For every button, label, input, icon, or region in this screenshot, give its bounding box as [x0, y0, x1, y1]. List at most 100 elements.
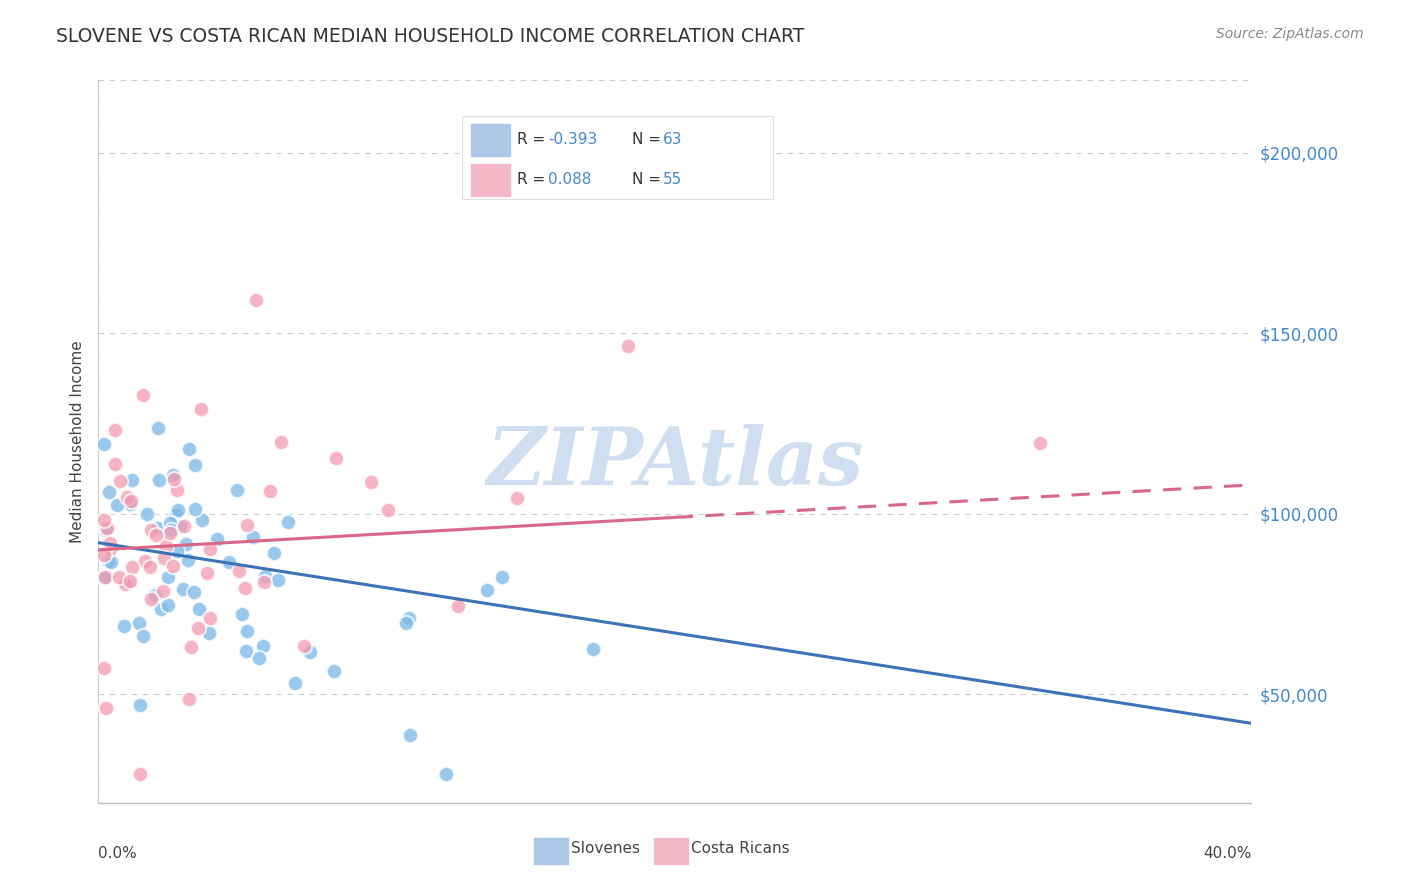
Point — [252, 639, 274, 653]
Point — [155, 539, 177, 553]
Point — [395, 615, 418, 630]
Point — [491, 570, 513, 584]
Text: ZIPAtlas: ZIPAtlas — [486, 425, 863, 502]
Point — [94, 569, 117, 583]
Point — [93, 437, 115, 451]
Point — [118, 497, 141, 511]
Text: Slovenes: Slovenes — [571, 841, 640, 855]
Point — [169, 519, 191, 533]
Point — [162, 472, 184, 486]
Text: 63: 63 — [664, 132, 683, 147]
Point — [131, 387, 153, 401]
Point — [254, 569, 277, 583]
Point — [183, 458, 205, 472]
Text: 0.0%: 0.0% — [98, 847, 138, 861]
Point — [131, 629, 153, 643]
Point — [96, 701, 118, 715]
Point — [162, 468, 184, 483]
Point — [292, 640, 315, 654]
Point — [146, 420, 169, 434]
Point — [377, 503, 399, 517]
Point — [190, 402, 212, 417]
Point — [128, 615, 150, 630]
Point — [148, 521, 170, 535]
Point — [93, 512, 115, 526]
FancyBboxPatch shape — [461, 117, 773, 200]
Point — [298, 645, 321, 659]
Point — [94, 523, 117, 537]
Text: 0.088: 0.088 — [548, 172, 592, 187]
Point — [93, 571, 115, 585]
Point — [198, 542, 221, 557]
Point — [177, 691, 200, 706]
Point — [166, 508, 188, 522]
Text: Costa Ricans: Costa Ricans — [690, 841, 790, 855]
FancyBboxPatch shape — [471, 164, 510, 195]
Point — [198, 611, 221, 625]
Point — [187, 601, 209, 615]
Point — [582, 642, 605, 657]
Point — [226, 483, 249, 498]
Point — [197, 625, 219, 640]
Text: Source: ZipAtlas.com: Source: ZipAtlas.com — [1216, 27, 1364, 41]
Point — [177, 442, 200, 456]
Point — [114, 576, 136, 591]
Text: N =: N = — [633, 172, 666, 187]
Point — [98, 536, 121, 550]
Point — [118, 574, 141, 588]
Point — [159, 516, 181, 530]
Point — [183, 585, 205, 599]
Point — [152, 584, 174, 599]
FancyBboxPatch shape — [534, 838, 568, 864]
Point — [434, 767, 457, 781]
Point — [172, 582, 194, 597]
Point — [228, 564, 250, 578]
Point — [138, 560, 160, 574]
Point — [398, 611, 420, 625]
Text: R =: R = — [517, 132, 550, 147]
Point — [207, 532, 229, 546]
Point — [166, 544, 188, 558]
Point — [167, 503, 190, 517]
Point — [139, 591, 162, 606]
Text: SLOVENE VS COSTA RICAN MEDIAN HOUSEHOLD INCOME CORRELATION CHART: SLOVENE VS COSTA RICAN MEDIAN HOUSEHOLD … — [56, 27, 804, 45]
Point — [104, 423, 127, 437]
Point — [267, 573, 290, 587]
Point — [96, 521, 118, 535]
Point — [477, 582, 499, 597]
Point — [110, 474, 132, 488]
Point — [184, 502, 207, 516]
FancyBboxPatch shape — [654, 838, 688, 864]
Point — [121, 474, 143, 488]
Point — [195, 566, 218, 580]
FancyBboxPatch shape — [471, 124, 510, 156]
Point — [156, 569, 179, 583]
Point — [96, 570, 118, 584]
Point — [231, 607, 253, 621]
Point — [166, 483, 188, 497]
Point — [156, 598, 179, 612]
Point — [105, 498, 128, 512]
Point — [1028, 435, 1050, 450]
Point — [399, 727, 422, 741]
Point — [162, 558, 184, 573]
Point — [159, 525, 181, 540]
Point — [93, 661, 115, 675]
Point — [190, 513, 212, 527]
Point — [104, 457, 127, 471]
Point — [235, 582, 257, 596]
Point — [139, 523, 162, 537]
Point — [174, 537, 197, 551]
Text: -0.393: -0.393 — [548, 132, 598, 147]
Point — [143, 589, 166, 603]
Point — [108, 570, 131, 584]
Text: N =: N = — [633, 132, 666, 147]
Point — [145, 528, 167, 542]
Point — [235, 518, 257, 533]
Point — [100, 555, 122, 569]
Point — [97, 484, 120, 499]
Point — [152, 551, 174, 566]
Point — [149, 601, 172, 615]
Point — [100, 542, 122, 557]
Point — [93, 548, 115, 562]
